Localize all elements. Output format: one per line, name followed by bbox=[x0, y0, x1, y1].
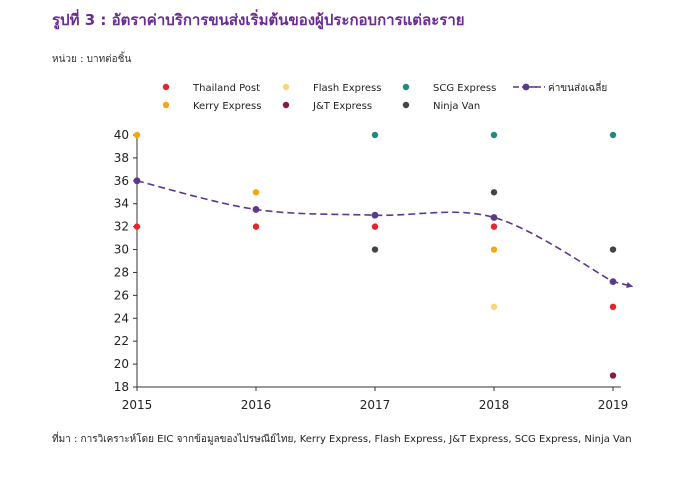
point-ninja-van bbox=[609, 246, 617, 253]
x-tick-label: 2015 bbox=[122, 398, 153, 412]
y-tick-label: 24 bbox=[114, 311, 129, 325]
average-point bbox=[133, 177, 141, 185]
legend-label: Flash Express bbox=[313, 83, 381, 94]
y-tick-label: 38 bbox=[114, 151, 129, 165]
point-thailand-post bbox=[490, 223, 498, 230]
y-tick-label: 20 bbox=[114, 357, 129, 371]
legend-label: Kerry Express bbox=[193, 101, 261, 112]
x-tick-label: 2016 bbox=[241, 398, 272, 412]
y-tick-label: 36 bbox=[114, 174, 129, 188]
legend-marker bbox=[162, 83, 170, 91]
point-scg-express bbox=[609, 131, 617, 139]
x-tick-label: 2019 bbox=[598, 398, 629, 412]
point-flash-express bbox=[490, 303, 498, 311]
point-ninja-van bbox=[490, 189, 498, 196]
x-tick-label: 2018 bbox=[479, 398, 510, 412]
legend-marker bbox=[402, 101, 410, 109]
legend-label: ค่าขนส่งเฉลี่ย bbox=[548, 80, 607, 94]
point-scg-express bbox=[490, 131, 498, 139]
y-tick-label: 40 bbox=[114, 128, 129, 142]
unit-label: หน่วย : บาทต่อชิ้น bbox=[52, 54, 132, 65]
x-tick-label: 2017 bbox=[360, 398, 391, 412]
point-thailand-post bbox=[133, 223, 141, 230]
chart-title: รูปที่ 3 : อัตราค่าบริการขนส่งเริ่มต้นขอ… bbox=[52, 11, 465, 29]
point-ninja-van bbox=[371, 246, 379, 253]
legend-marker bbox=[282, 83, 290, 91]
point-scg-express bbox=[371, 131, 379, 139]
average-line bbox=[136, 180, 634, 288]
legend-label: J&T Express bbox=[312, 101, 372, 112]
point-kerry-express bbox=[252, 189, 260, 196]
point-j-t-express bbox=[609, 372, 617, 379]
y-tick-label: 26 bbox=[114, 288, 129, 302]
legend-marker bbox=[402, 83, 410, 91]
y-tick-label: 32 bbox=[114, 220, 129, 234]
y-tick-label: 28 bbox=[114, 265, 129, 279]
y-tick-label: 30 bbox=[114, 243, 129, 257]
legend-label: Thailand Post bbox=[192, 83, 260, 94]
point-kerry-express bbox=[133, 131, 141, 139]
average-point bbox=[490, 214, 498, 221]
average-point bbox=[609, 278, 617, 286]
point-thailand-post bbox=[252, 223, 260, 230]
y-tick-label: 34 bbox=[114, 197, 129, 211]
legend-marker bbox=[282, 101, 290, 109]
point-thailand-post bbox=[609, 303, 617, 311]
y-tick-label: 22 bbox=[114, 334, 129, 348]
average-point bbox=[252, 206, 260, 213]
legend-label: Ninja Van bbox=[433, 101, 480, 112]
point-thailand-post bbox=[371, 223, 379, 230]
y-tick-label: 18 bbox=[114, 380, 129, 394]
average-line-arrowhead bbox=[626, 282, 633, 288]
legend-marker bbox=[162, 101, 170, 109]
average-point bbox=[371, 211, 379, 219]
legend-label: SCG Express bbox=[433, 83, 496, 94]
source-note: ที่มา : การวิเคราะห์โดย EIC จากข้อมูลของ… bbox=[52, 434, 632, 445]
point-kerry-express bbox=[490, 246, 498, 253]
